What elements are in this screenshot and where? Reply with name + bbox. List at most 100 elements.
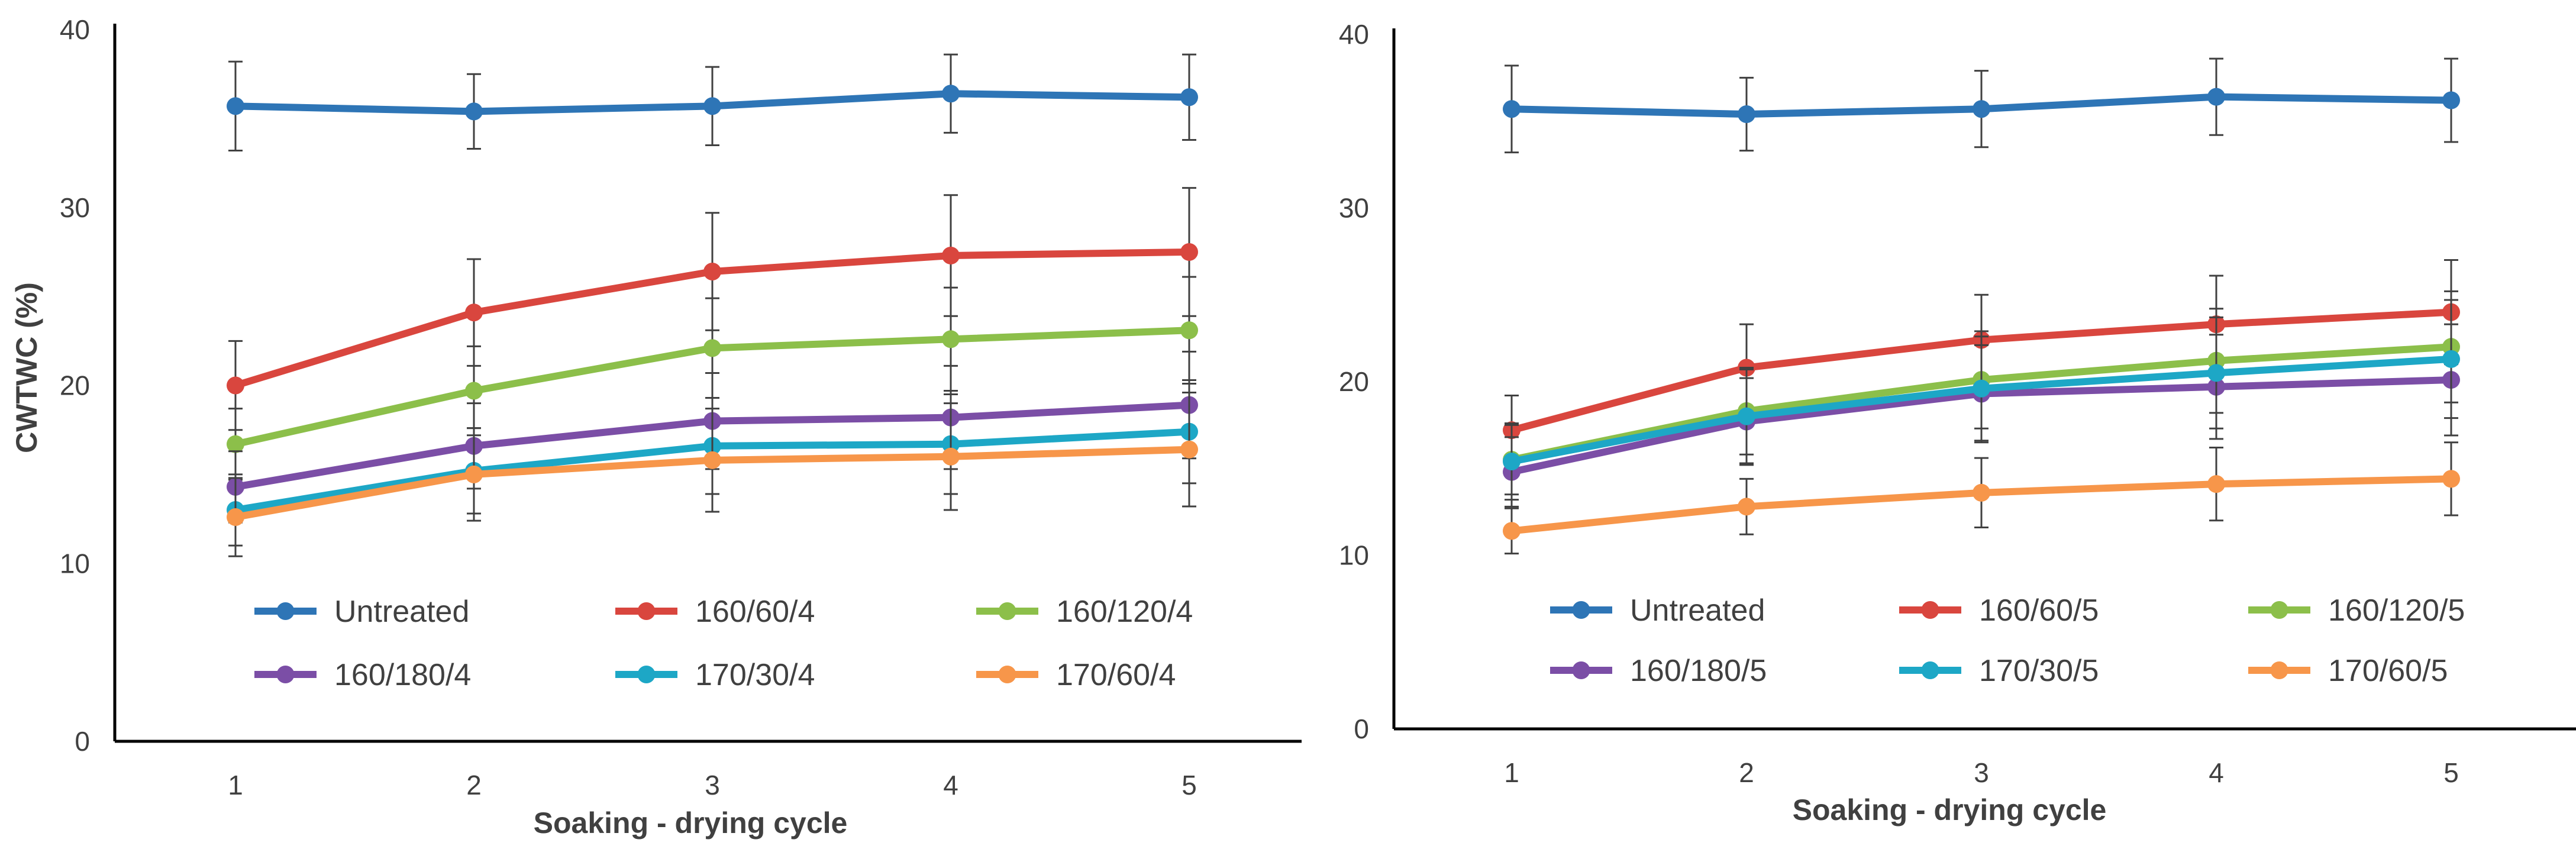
x-axis-title: Soaking - drying cycle [1793,793,2107,827]
data-point [2207,88,2225,106]
data-point [703,97,721,115]
legend-item: 160/120/5 [2248,593,2465,628]
x-tick-label: 2 [466,770,482,800]
x-tick-label: 4 [943,770,958,800]
data-point [942,330,960,348]
data-point [227,376,244,395]
data-point [465,102,483,121]
legend-swatch-marker [1921,661,1939,679]
data-point [703,451,721,469]
legend-swatch-marker [2270,661,2288,679]
series-170-30-5 [1503,299,2460,501]
data-point [942,85,960,103]
legend-swatch-marker [276,602,295,620]
legend-item: 160/120/4 [976,595,1193,629]
data-point [1180,88,1198,106]
legend-swatch-marker [2270,601,2288,619]
legend-swatch-marker [637,602,656,620]
legend-item: 170/60/4 [976,658,1176,692]
legend-swatch-marker [276,666,295,683]
y-tick-label: 30 [1339,193,1369,224]
y-tick-label: 0 [75,726,90,757]
data-point [1973,100,1990,118]
legend: Untreated 160/60/4 160/120/4 160/180/4 170/3… [254,595,1193,692]
data-point [2442,470,2460,488]
legend-item: 160/60/4 [615,595,815,629]
data-point [2207,364,2225,382]
series-untreated [1503,57,2460,154]
data-point [227,97,244,115]
y-axis-title: CWTWC (%) [10,282,43,453]
x-axis-title: Soaking - drying cycle [534,806,848,840]
y-tick-label: 40 [60,14,90,45]
x-tick-label: 5 [2443,757,2459,788]
y-tick-label: 40 [1339,19,1369,50]
x-tick-label: 1 [1504,757,1519,788]
legend-item: 160/180/5 [1550,654,1767,688]
data-point [942,447,960,466]
legend-item: 170/30/5 [1899,654,2099,688]
series-160-120-4 [227,276,1198,481]
legend-label: Untreated [334,595,469,629]
data-point [227,435,244,453]
legend-item: 160/180/4 [254,658,471,692]
legend-label: 160/60/4 [695,595,815,629]
legend-swatch-marker [1572,661,1590,679]
data-point [1180,321,1198,340]
legend-label: 170/60/5 [2328,654,2448,688]
legend-swatch-marker [998,602,1016,620]
y-tick-label: 30 [60,192,90,223]
legend-swatch-marker [1921,601,1939,619]
legend-item: Untreated [254,595,469,629]
data-point [1973,379,1990,398]
legend-swatch-marker [637,666,656,683]
chart-right: 0 10 20 30 40 1 2 3 4 5 Soaking - drying cycle Untr… [1339,19,2576,827]
legend-item: Untreated [1550,593,1765,628]
legend-label: 160/120/5 [2328,593,2465,628]
legend-label: 160/180/4 [334,658,471,692]
x-tick-label: 5 [1182,770,1197,800]
data-point [703,263,721,281]
data-point [1180,243,1198,261]
data-point [1503,100,1521,118]
legend-item: 170/60/5 [2248,654,2448,688]
legend-label: 170/30/4 [695,658,815,692]
x-tick-label: 1 [228,770,243,800]
legend-item: 160/60/5 [1899,593,2099,628]
data-point [1738,105,1755,124]
data-point [465,382,483,400]
chart-left: 0 10 20 30 40 1 2 3 4 5 Soaking - drying cycle CWTW… [10,14,1302,840]
data-point [227,508,244,527]
data-point [2442,350,2460,368]
data-point [1738,407,1755,425]
data-point [1973,483,1990,502]
data-point [2207,475,2225,493]
series-170-60-5 [1503,441,2460,555]
legend-label: 160/60/5 [1979,593,2099,628]
legend: Untreated 160/60/5 160/120/5 160/180/5 170/3… [1550,593,2465,688]
data-point [1503,522,1521,540]
legend-label: 160/180/5 [1630,654,1767,688]
x-tick-label: 2 [1739,757,1754,788]
series-untreated [227,53,1198,152]
x-tick-label: 3 [1974,757,1989,788]
data-point [703,339,721,357]
data-point [1738,498,1755,516]
x-tick-label: 3 [705,770,720,800]
y-tick-label: 20 [60,370,90,401]
legend-item: 170/30/4 [615,658,815,692]
y-tick-label: 20 [1339,366,1369,397]
data-point [1503,453,1521,471]
data-point [942,246,960,264]
y-tick-label: 10 [1339,540,1369,571]
legend-swatch-marker [1572,601,1590,619]
y-tick-label: 0 [1354,714,1369,744]
legend-label: Untreated [1630,593,1765,628]
legend-label: 160/120/4 [1056,595,1193,629]
series-160-60-4 [227,187,1198,431]
legend-swatch-marker [998,666,1016,683]
data-point [465,465,483,483]
data-point [2442,91,2460,109]
series-170-60-4 [227,392,1198,557]
